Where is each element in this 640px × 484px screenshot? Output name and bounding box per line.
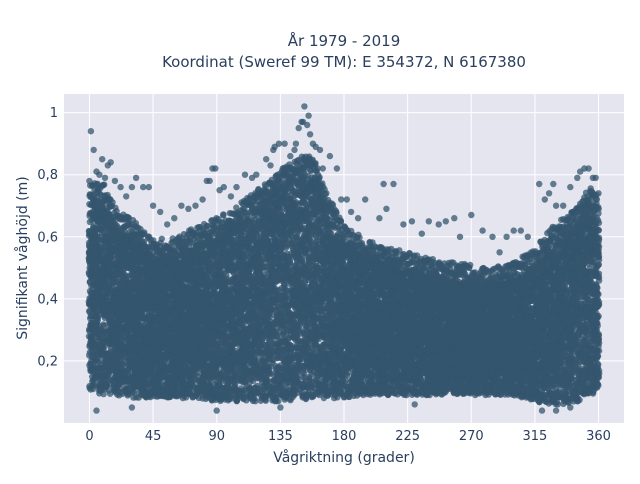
scatter-point (101, 181, 107, 187)
chart-subtitle: Koordinat (Sweref 99 TM): E 354372, N 61… (162, 53, 526, 71)
scatter-point (100, 321, 106, 327)
scatter-point (90, 386, 96, 392)
scatter-point (109, 199, 115, 205)
chart-title: År 1979 - 2019 (288, 31, 401, 50)
scatter-point (220, 211, 226, 217)
scatter-point (159, 236, 165, 242)
